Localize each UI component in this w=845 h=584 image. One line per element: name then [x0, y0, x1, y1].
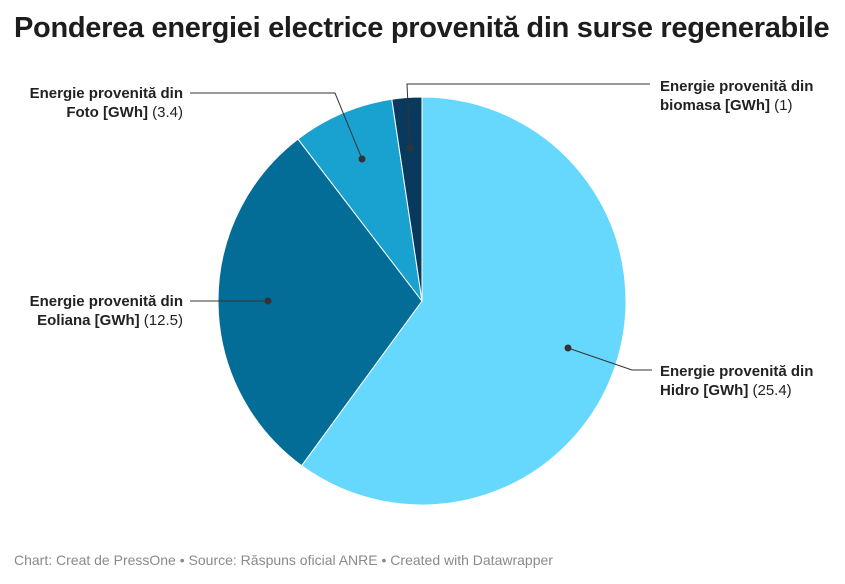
slice-label-2: Energie provenită din Foto [GWh] (3.4) [30, 84, 183, 122]
slice-label-value: (1) [770, 97, 793, 114]
pie-slice-3 [391, 96, 423, 302]
slice-label-name: biomasa [GWh] [660, 97, 771, 114]
slice-label-value: (12.5) [139, 312, 183, 329]
slice-label-name: Energie provenită din [29, 85, 183, 102]
slice-label-value: (25.4) [748, 382, 792, 399]
slice-label-name: Energie provenită din [660, 78, 814, 95]
slice-label-value: (3.4) [147, 104, 183, 121]
chart-title: Ponderea energiei electrice provenită di… [14, 12, 830, 44]
slice-label-3: Energie provenită din biomasa [GWh] (1) [660, 77, 813, 115]
slice-label-name: Eoliana [GWh] [37, 312, 140, 329]
leader-dot-2 [358, 155, 366, 163]
leader-dot-3 [406, 144, 414, 152]
pie-slice-2 [297, 98, 423, 302]
leader-line-2 [190, 92, 363, 160]
slice-label-1: Energie provenită din Eoliana [GWh] (12.5… [30, 292, 183, 330]
chart-footer: Chart: Creat de PressOne • Source: Răspu… [14, 552, 553, 568]
leader-line-3 [406, 83, 650, 149]
leader-dot-0 [564, 344, 572, 352]
pie-slice-1 [217, 138, 423, 467]
slice-label-0: Energie provenită din Hidro [GWh] (25.4) [660, 362, 813, 400]
slice-label-name: Energie provenită din [29, 293, 183, 310]
slice-label-name: Foto [GWh] [66, 104, 148, 121]
leader-line-0 [567, 347, 652, 371]
slice-label-name: Energie provenită din [660, 363, 814, 380]
leader-dot-1 [264, 297, 272, 305]
slice-label-name: Hidro [GWh] [660, 382, 749, 399]
